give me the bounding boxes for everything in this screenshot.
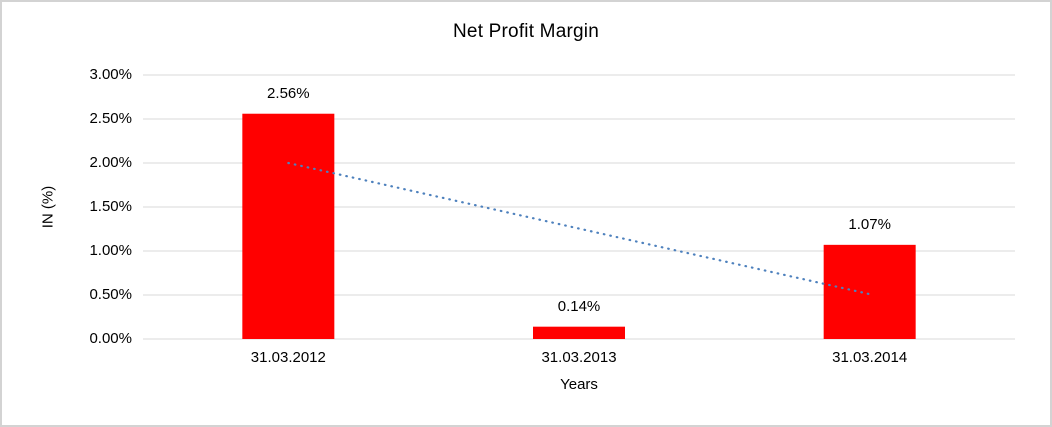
y-axis-tick-label: 2.00% bbox=[89, 154, 132, 171]
x-axis-tick-label: 31.03.2014 bbox=[832, 349, 908, 366]
bar bbox=[242, 113, 335, 339]
bar-data-label: 2.56% bbox=[267, 84, 310, 102]
y-axis-tick-label: 0.00% bbox=[89, 330, 132, 347]
x-axis-tick-label: 31.03.2012 bbox=[250, 349, 326, 366]
x-axis-title: Years bbox=[560, 376, 598, 393]
chart-title: Net Profit Margin bbox=[453, 21, 599, 42]
y-axis-tick-label: 3.00% bbox=[89, 66, 132, 83]
bar-data-label: 1.07% bbox=[848, 215, 891, 233]
x-axis-tick-label: 31.03.2013 bbox=[541, 349, 617, 366]
y-axis-tick-label: 1.00% bbox=[89, 242, 132, 259]
bar bbox=[823, 244, 916, 339]
bar bbox=[533, 326, 625, 339]
y-axis-tick-label: 0.50% bbox=[89, 286, 132, 303]
y-axis-tick-label: 2.50% bbox=[89, 110, 132, 127]
y-axis-tick-label: 1.50% bbox=[89, 198, 132, 215]
bar-data-label: 0.14% bbox=[557, 297, 601, 315]
trendline bbox=[287, 161, 871, 296]
